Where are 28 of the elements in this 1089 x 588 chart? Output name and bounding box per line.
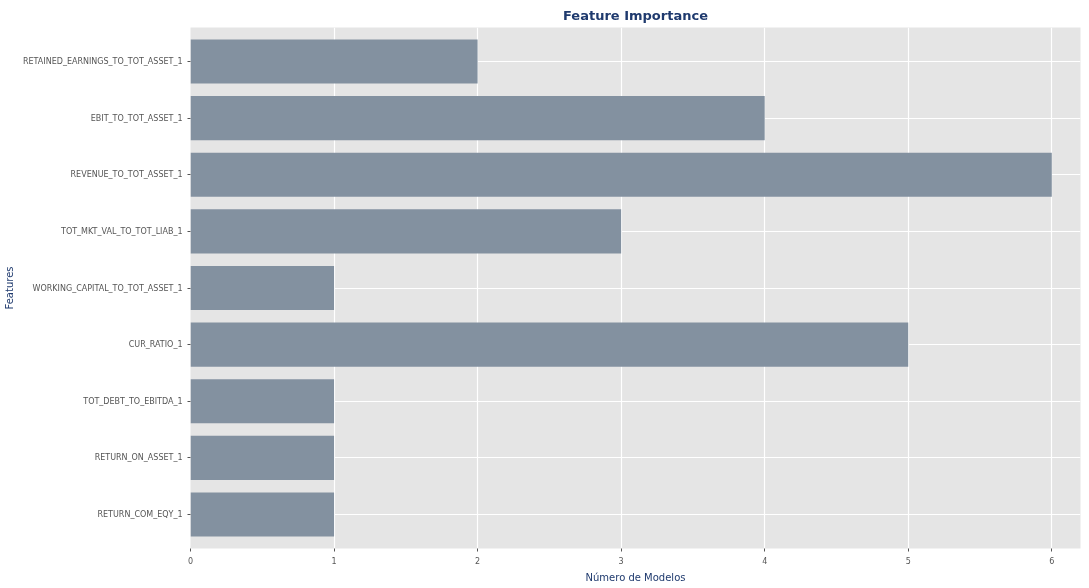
- y-tick-label: RETURN_ON_ASSET_1: [94, 453, 183, 463]
- x-tick-label: 4: [762, 556, 768, 566]
- bar: [190, 209, 622, 254]
- y-tick-label: RETAINED_EARNINGS_TO_TOT_ASSET_1: [22, 56, 183, 66]
- bar: [190, 322, 909, 367]
- y-tick-label: WORKING_CAPITAL_TO_TOT_ASSET_1: [32, 283, 183, 293]
- x-axis-title: Número de Modelos: [585, 571, 686, 583]
- y-axis-title: Features: [3, 266, 15, 310]
- x-tick-label: 2: [475, 556, 481, 566]
- x-tick-label: 3: [618, 556, 624, 566]
- bar: [190, 379, 335, 424]
- bar: [190, 39, 478, 84]
- bar: [190, 96, 765, 141]
- x-tick-label: 5: [905, 556, 911, 566]
- bar: [190, 265, 335, 311]
- x-tick-label: 0: [187, 556, 194, 566]
- bar: [190, 492, 335, 537]
- chart-title: Feature Importance: [563, 7, 709, 23]
- y-tick-label: REVENUE_TO_TOT_ASSET_1: [70, 170, 183, 180]
- y-tick-label: RETURN_COM_EQY_1: [97, 510, 183, 520]
- bar: [190, 435, 335, 480]
- y-tick-label: TOT_DEBT_TO_EBITDA_1: [82, 396, 183, 406]
- x-tick-label: 6: [1049, 556, 1055, 566]
- y-tick-label: TOT_MKT_VAL_TO_TOT_LIAB_1: [60, 226, 183, 236]
- y-tick-label: EBIT_TO_TOT_ASSET_1: [90, 113, 183, 123]
- y-tick-label: CUR_RATIO_1: [128, 340, 183, 350]
- bar: [190, 152, 1052, 197]
- x-tick-label: 1: [331, 556, 337, 566]
